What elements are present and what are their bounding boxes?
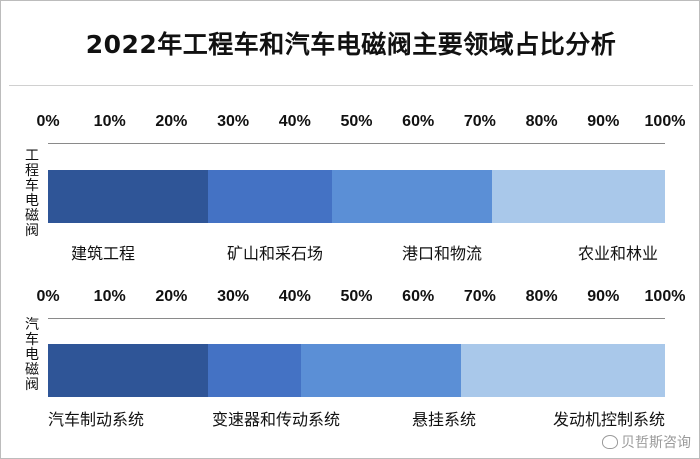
tick-label: 20%: [155, 113, 188, 130]
category-label: 变速器和传动系统: [211, 410, 340, 429]
series-name-char: 阀: [25, 377, 39, 393]
series-name-label: 汽车电磁阀: [23, 318, 41, 393]
category-label: 建筑工程: [71, 244, 136, 263]
tick-label: 50%: [340, 288, 373, 305]
series-name-char: 电: [25, 347, 39, 363]
series-name-char: 磁: [25, 208, 39, 224]
chart-title: 2022年工程车和汽车电磁阀主要领域占比分析: [85, 30, 617, 59]
category-label: 港口和物流: [401, 244, 482, 263]
tick-label: 70%: [463, 288, 496, 305]
category-label: 发动机控制系统: [552, 410, 665, 429]
series-name-char: 汽: [25, 317, 39, 333]
tick-label: 40%: [278, 113, 311, 130]
bar-segment: [492, 170, 665, 223]
tick-label: 70%: [463, 113, 496, 130]
category-label: 矿山和采石场: [226, 244, 323, 263]
tick-label: 10%: [93, 113, 126, 130]
title-divider: [9, 85, 693, 86]
bar-segment: [461, 344, 665, 397]
tick-label: 50%: [340, 113, 373, 130]
tick-label: 100%: [644, 288, 686, 305]
tick-label: 80%: [525, 113, 558, 130]
stacked-bar: [48, 170, 665, 223]
stacked-bar: [48, 344, 665, 397]
series-name-char: 阀: [25, 223, 39, 239]
series-name-char: 磁: [25, 362, 39, 378]
tick-label: 30%: [217, 113, 250, 130]
tick-label: 90%: [587, 288, 620, 305]
series-name-char: 电: [25, 193, 39, 209]
bar-segment: [48, 344, 209, 397]
bar-segment: [208, 344, 301, 397]
series-name-char: 车: [25, 332, 39, 348]
bar-segment: [48, 170, 209, 223]
watermark-text: 贝哲斯咨询: [621, 435, 691, 451]
series-name-label: 工程车电磁阀: [23, 149, 41, 239]
axis-line: [48, 318, 665, 319]
series-name-char: 程: [25, 163, 39, 179]
tick-label: 80%: [525, 288, 558, 305]
tick-label: 60%: [402, 113, 435, 130]
axis-line: [48, 143, 665, 144]
weibo-icon: [602, 435, 618, 449]
tick-label: 60%: [402, 288, 435, 305]
tick-label: 100%: [644, 113, 686, 130]
tick-label: 40%: [278, 288, 311, 305]
tick-label: 0%: [36, 288, 60, 305]
tick-label: 10%: [93, 288, 126, 305]
watermark: 贝哲斯咨询: [602, 432, 691, 452]
category-label: 悬挂系统: [411, 410, 476, 429]
bar-segment: [300, 344, 462, 397]
tick-label: 0%: [36, 113, 60, 130]
tick-label: 90%: [587, 113, 620, 130]
series-name-char: 车: [25, 178, 39, 194]
tick-label: 30%: [217, 288, 250, 305]
bar-segment: [208, 170, 332, 223]
category-label: 农业和林业: [577, 244, 658, 263]
tick-label: 20%: [155, 288, 188, 305]
series-name-char: 工: [25, 148, 39, 164]
bar-segment: [331, 170, 493, 223]
category-label: 汽车制动系统: [48, 410, 145, 429]
